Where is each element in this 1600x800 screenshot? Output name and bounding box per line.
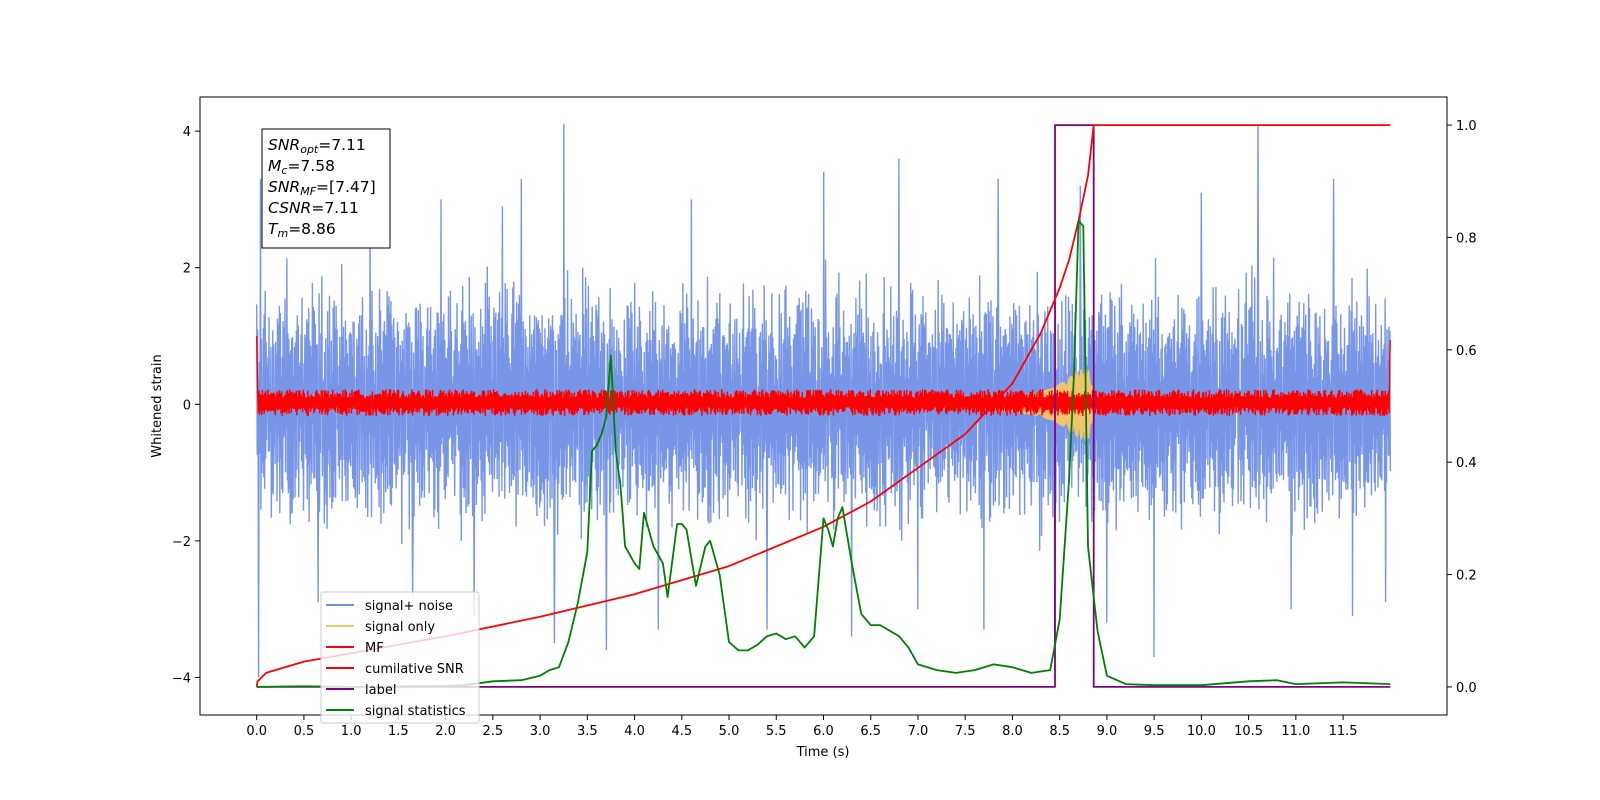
info-box: SNRopt=7.11 Mc=7.58 SNRMF=[7.47] CSNR=7.… xyxy=(261,128,391,249)
info-box-frame xyxy=(261,128,391,249)
legend-label-signal-noise: signal+ noise xyxy=(365,599,453,614)
mf-line xyxy=(256,335,1391,416)
y2-tick-label: 0.6 xyxy=(1456,344,1477,359)
x-tick-label: 0.5 xyxy=(294,724,315,739)
tm-text: Tm=8.86 xyxy=(268,220,336,240)
y-tick-label: 2 xyxy=(183,262,191,277)
legend-label-label: label xyxy=(365,683,396,698)
x-tick-label: 4.5 xyxy=(671,724,692,739)
y-axis-label: Whitened strain xyxy=(150,354,165,457)
x-tick-label: 5.0 xyxy=(719,724,740,739)
x-tick-label: 9.0 xyxy=(1097,724,1118,739)
x-tick-label: 2.0 xyxy=(435,724,456,739)
x-tick-label: 11.0 xyxy=(1281,724,1310,739)
x-tick-label: 6.5 xyxy=(860,724,881,739)
x-tick-label: 8.0 xyxy=(1002,724,1023,739)
legend-label-mf: MF xyxy=(365,641,384,656)
x-tick-label: 10.5 xyxy=(1234,724,1263,739)
x-tick-label: 10.0 xyxy=(1187,724,1216,739)
y2-tick-label: 1.0 xyxy=(1456,119,1477,134)
y2-tick-label: 0.4 xyxy=(1456,456,1477,471)
label-series xyxy=(256,124,1391,688)
snr-mf-text: SNRMF=[7.47] xyxy=(268,178,376,198)
y-axis-right: 1.0 0.8 0.6 0.4 0.2 0.0 xyxy=(1447,119,1477,696)
x-axis-label: Time (s) xyxy=(796,745,850,760)
x-tick-label: 9.5 xyxy=(1144,724,1165,739)
y-axis-left: 4 2 0 −2 −4 xyxy=(172,125,200,686)
csnr-text: CSNR=7.11 xyxy=(268,199,359,217)
x-tick-label: 1.5 xyxy=(388,724,409,739)
x-tick-label: 3.5 xyxy=(577,724,598,739)
x-tick-label: 2.5 xyxy=(483,724,504,739)
signal-noise-line xyxy=(256,124,1391,678)
label-line xyxy=(256,124,1391,688)
snr-opt-text: SNRopt=7.11 xyxy=(268,136,366,156)
x-tick-label: 6.0 xyxy=(813,724,834,739)
x-tick-label: 8.5 xyxy=(1049,724,1070,739)
y-tick-label: 0 xyxy=(183,398,191,413)
y-tick-label: −2 xyxy=(172,535,191,550)
x-tick-label: 0.0 xyxy=(246,724,267,739)
y2-tick-label: 0.8 xyxy=(1456,231,1477,246)
mc-text: Mc=7.58 xyxy=(268,157,335,177)
x-tick-label: 7.0 xyxy=(908,724,929,739)
x-tick-label: 4.0 xyxy=(624,724,645,739)
legend-label-signal-statistics: signal statistics xyxy=(365,704,466,719)
x-tick-label: 5.5 xyxy=(766,724,787,739)
y-tick-label: 4 xyxy=(183,125,191,140)
x-axis: 0.0 0.5 1.0 1.5 2.0 2.5 3.0 3.5 4.0 4.5 5.0 5.5 6.0 6… xyxy=(246,715,1358,739)
signal-statistics-series xyxy=(256,219,1391,688)
x-tick-label: 11.5 xyxy=(1329,724,1358,739)
x-tick-label: 3.0 xyxy=(530,724,551,739)
signal-statistics-line xyxy=(256,219,1391,688)
mf-series xyxy=(256,335,1391,416)
x-tick-label: 7.5 xyxy=(955,724,976,739)
legend-frame xyxy=(320,591,480,724)
y-tick-label: −4 xyxy=(172,671,191,686)
legend: signal+ noise signal only MF cumilative … xyxy=(320,591,480,724)
legend-label-cumulative-snr: cumilative SNR xyxy=(365,662,464,677)
signal-noise-series xyxy=(256,124,1391,678)
y2-tick-label: 0.2 xyxy=(1456,569,1477,584)
legend-label-signal-only: signal only xyxy=(365,620,435,635)
x-tick-label: 1.0 xyxy=(341,724,362,739)
y2-tick-label: 0.0 xyxy=(1456,681,1477,696)
